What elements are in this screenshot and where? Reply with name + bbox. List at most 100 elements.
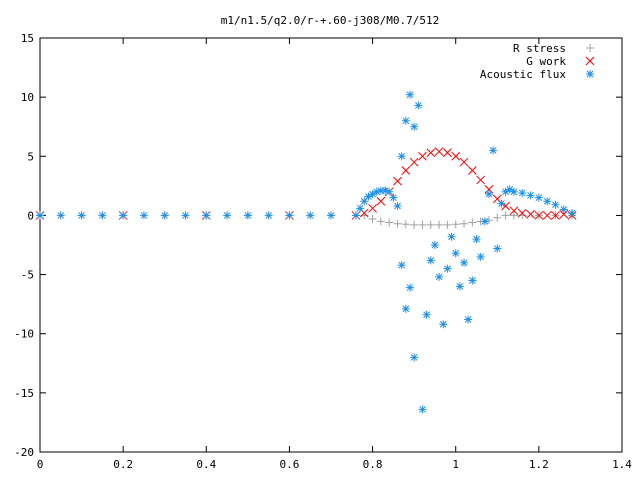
data-point — [517, 208, 527, 218]
data-point — [418, 405, 427, 414]
data-point — [518, 188, 527, 197]
data-point — [443, 220, 452, 229]
data-point — [410, 220, 419, 229]
data-point — [568, 209, 577, 218]
data-point — [264, 211, 273, 220]
data-point — [542, 211, 552, 220]
data-point — [418, 220, 427, 229]
data-point — [509, 206, 519, 216]
data-point — [405, 90, 414, 99]
data-point — [368, 190, 377, 199]
data-point — [426, 220, 435, 229]
y-tick-label: -5 — [21, 269, 34, 282]
data-point — [356, 204, 365, 213]
data-point — [414, 101, 423, 110]
data-point — [435, 272, 444, 281]
data-point — [397, 261, 406, 270]
data-point — [418, 151, 427, 161]
data-point — [393, 219, 402, 228]
data-point — [368, 214, 377, 223]
data-point — [480, 217, 489, 226]
legend-label: G work — [526, 55, 566, 68]
data-point — [476, 252, 485, 261]
data-point — [368, 203, 377, 213]
y-tick-label: 5 — [27, 150, 34, 163]
x-tick-label: 0.6 — [279, 458, 299, 471]
data-point — [139, 211, 148, 220]
data-point — [460, 258, 469, 267]
data-point — [376, 217, 385, 226]
y-tick-label: -10 — [14, 328, 34, 341]
data-point — [181, 211, 190, 220]
data-point — [401, 304, 410, 313]
chart-title: m1/n1.5/q2.0/r-+.60-j308/M0.7/512 — [221, 14, 440, 27]
data-point — [98, 211, 107, 220]
data-point — [493, 244, 502, 253]
data-point — [285, 211, 294, 220]
data-point — [501, 211, 510, 220]
series-g-work — [35, 147, 577, 220]
data-point — [401, 116, 410, 125]
data-point — [447, 232, 456, 241]
data-point — [372, 187, 381, 196]
data-point — [202, 211, 211, 220]
data-point — [410, 353, 419, 362]
y-tick-label: 15 — [21, 32, 34, 45]
x-tick-label: 1.4 — [612, 458, 632, 471]
data-point — [451, 151, 461, 161]
y-tick-label: -20 — [14, 446, 34, 459]
data-point — [435, 220, 444, 229]
data-point — [464, 315, 473, 324]
data-point — [430, 241, 439, 249]
data-point — [397, 152, 406, 161]
data-point — [526, 209, 535, 219]
data-point — [468, 276, 477, 285]
data-point — [443, 264, 452, 273]
x-tick-label: 1.2 — [529, 458, 549, 471]
data-point — [526, 191, 535, 200]
data-point — [360, 197, 369, 206]
data-point — [409, 157, 419, 167]
x-tick-label: 0.8 — [363, 458, 383, 471]
data-point — [467, 166, 477, 175]
data-point — [77, 211, 86, 220]
series-acoustic-flux — [36, 90, 577, 414]
x-tick-label: 0.4 — [196, 458, 216, 471]
data-point — [422, 310, 431, 319]
data-point — [551, 211, 560, 220]
data-point — [223, 211, 232, 220]
data-point — [405, 283, 414, 292]
data-point — [551, 200, 560, 209]
legend-label: Acoustic flux — [480, 68, 566, 81]
data-point — [476, 175, 486, 185]
data-point — [497, 199, 506, 208]
data-point — [327, 211, 335, 220]
data-point — [389, 193, 398, 202]
data-point — [443, 148, 452, 158]
data-point — [56, 211, 65, 220]
data-point — [364, 192, 373, 201]
series-r-stress — [36, 211, 577, 229]
data-point — [393, 201, 402, 210]
data-point — [468, 218, 477, 227]
plot-border — [39, 37, 623, 453]
data-point — [509, 211, 518, 220]
data-point — [459, 157, 469, 167]
data-point — [410, 122, 419, 131]
y-tick-label: 10 — [21, 91, 34, 104]
data-point — [460, 219, 469, 228]
y-tick-label: -15 — [14, 387, 34, 400]
data-point — [385, 218, 394, 227]
data-point — [439, 320, 448, 329]
data-point — [426, 148, 436, 158]
legend-marker — [585, 56, 595, 66]
data-point — [243, 211, 252, 220]
x-tick-label: 0.2 — [113, 458, 133, 471]
data-point — [381, 186, 390, 195]
data-point — [426, 256, 435, 265]
data-point — [559, 205, 568, 214]
data-point — [484, 190, 493, 199]
data-marks — [35, 90, 577, 414]
